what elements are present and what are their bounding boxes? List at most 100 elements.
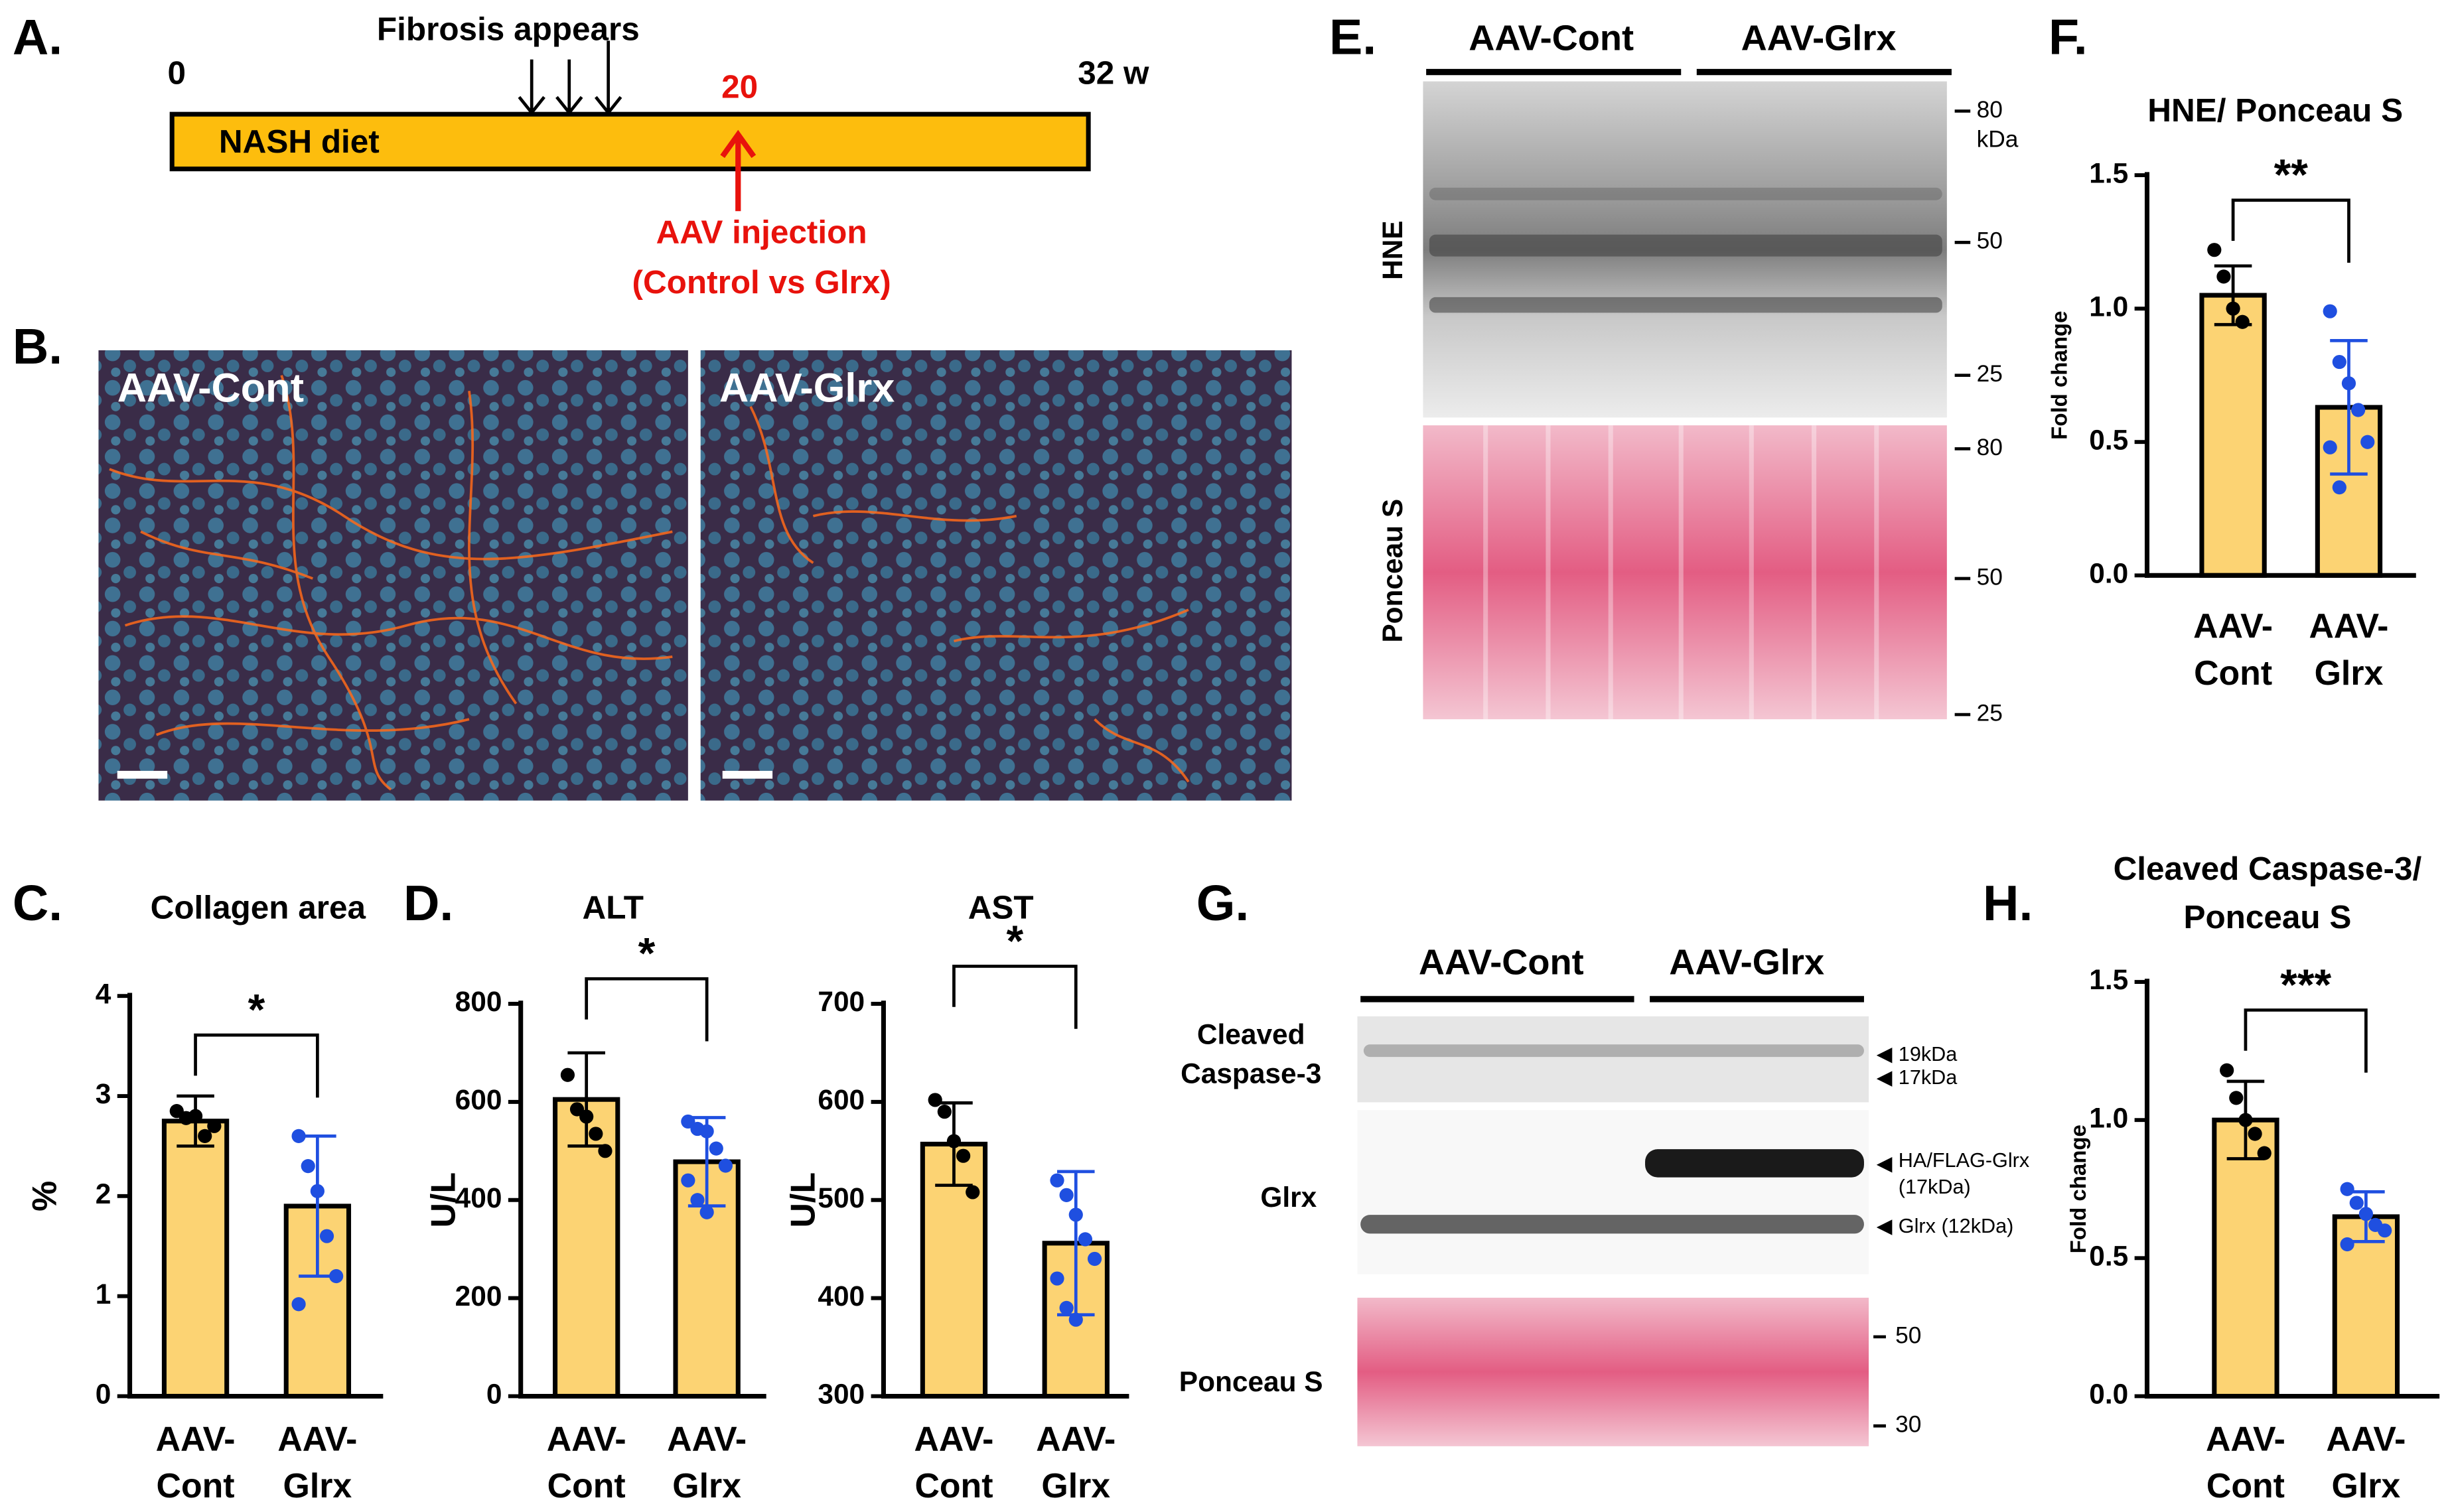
marker: 25 [1977, 361, 2003, 387]
data-point [1068, 1207, 1083, 1222]
data-point [589, 1127, 603, 1141]
significance-bracket [585, 977, 709, 1042]
x-tick-label: Cont [157, 1466, 235, 1505]
x-tick-label: AAV- [2326, 1420, 2406, 1458]
panel-label: H. [1983, 875, 2033, 931]
panel-label: A. [13, 9, 62, 64]
data-point [1050, 1271, 1064, 1286]
x-tick-label: AAV- [914, 1420, 993, 1458]
data-point [207, 1119, 222, 1133]
data-point [2332, 480, 2346, 495]
scale-bar [722, 770, 773, 779]
x-tick-label: Glrx [2332, 1466, 2401, 1505]
bar [161, 1119, 230, 1399]
blot-image [1423, 425, 1947, 720]
x-tick-label: Cont [2206, 1466, 2285, 1505]
row-label: Caspase-3 [1181, 1058, 1321, 1089]
injection-detail: (Control vs Glrx) [632, 264, 891, 301]
blot-image [1357, 1110, 1869, 1274]
x-tick-label: Cont [2194, 653, 2272, 692]
lane-gaps [1483, 425, 1879, 720]
y-tick-label: 600 [818, 1084, 865, 1115]
y-tick-label: 1.0 [2089, 1102, 2128, 1133]
diet-label: NASH diet [219, 123, 380, 160]
data-point [966, 1185, 980, 1200]
marker: 50 [1977, 228, 2003, 254]
data-point [2216, 269, 2231, 284]
marker: 80 [1977, 435, 2003, 460]
significance-bracket [194, 1033, 319, 1098]
data-point [198, 1129, 212, 1143]
data-point [560, 1067, 575, 1082]
chart-title: Ponceau S [2183, 899, 2351, 935]
data-point [2238, 1113, 2253, 1127]
chart-title: ALT [583, 890, 644, 926]
data-point [709, 1141, 723, 1156]
significance: ** [2274, 150, 2309, 199]
data-point [681, 1173, 695, 1188]
y-tick-label: 1.5 [2089, 157, 2128, 188]
data-point [956, 1148, 971, 1163]
panel-label: C. [13, 875, 62, 931]
blot-e: AAV-Cont AAV-Glrx HNE Ponceau S 80 kDa 5… [1377, 19, 2019, 726]
data-point [2332, 354, 2346, 370]
data-point [699, 1205, 714, 1219]
data-point [2351, 403, 2366, 417]
y-tick-label: 0.5 [2089, 424, 2128, 455]
row-label: Cleaved [1197, 1019, 1305, 1050]
data-point [1059, 1188, 1074, 1202]
marker: 50 [1895, 1322, 1921, 1348]
data-point [1078, 1232, 1093, 1247]
band-label: Glrx (12kDa) [1899, 1215, 2014, 1237]
bar [2199, 293, 2267, 578]
marker: kDa [1977, 127, 2019, 153]
significance: *** [2280, 960, 2331, 1009]
row-label: HNE [1377, 220, 1408, 280]
injection-arrow [720, 129, 757, 212]
data-point [2226, 301, 2240, 316]
panel-label: G. [1196, 875, 1250, 931]
data-point [598, 1144, 613, 1158]
y-tick-label: 0.0 [2089, 558, 2128, 589]
micrograph [98, 350, 688, 801]
panel-label: D. [403, 875, 453, 931]
data-point [690, 1193, 705, 1207]
blot-bands [1429, 187, 1942, 313]
data-point [2220, 1063, 2234, 1077]
data-point [2323, 440, 2337, 454]
y-tick-label: 3 [96, 1078, 111, 1109]
blot-band [1645, 1149, 1864, 1178]
data-point [329, 1269, 344, 1284]
x-tick-label: AAV- [2206, 1420, 2285, 1458]
y-tick-label: 1.5 [2089, 964, 2128, 995]
chart-title: AST [968, 890, 1034, 926]
x-tick-label: Cont [914, 1466, 993, 1505]
y-tick-label: 2 [96, 1178, 111, 1209]
data-point [301, 1159, 315, 1174]
significance-bracket [2244, 1008, 2368, 1073]
timeline: 0 Fibrosis appears 20 32 w NASH diet AAV… [168, 11, 1149, 301]
band-labels: 19kDa 17kDa HA/FLAG-Glrx (17kDa) Glrx (1… [1873, 1043, 2029, 1438]
size-markers: 80 kDa 50 25 80 50 25 [1954, 97, 2019, 726]
y-tick-label: 0 [96, 1379, 111, 1410]
data-point [188, 1109, 203, 1123]
chart-title: Collagen area [151, 890, 366, 926]
data-point [319, 1229, 334, 1243]
marker: 80 [1977, 97, 2003, 123]
significance: * [1007, 916, 1024, 965]
y-tick-label: 0 [486, 1379, 502, 1410]
y-tick-label: 800 [455, 986, 502, 1017]
data-point [1059, 1300, 1074, 1316]
row-label: Glrx [1260, 1182, 1317, 1213]
data-point [937, 1105, 952, 1119]
data-point [291, 1129, 306, 1143]
data-point [718, 1158, 733, 1173]
marker: 25 [1977, 700, 2003, 726]
timeline-end: 32 w [1078, 54, 1149, 91]
injection-week: 20 [721, 69, 758, 105]
bar [2212, 1117, 2279, 1399]
x-tick-label: AAV- [2309, 606, 2388, 645]
y-tick-label: 700 [818, 986, 865, 1017]
